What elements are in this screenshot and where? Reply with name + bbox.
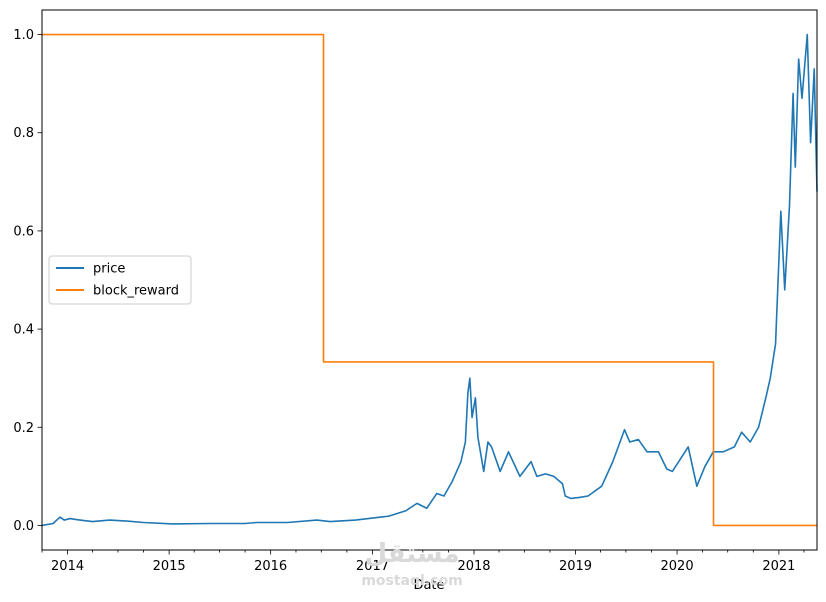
legend-label-price: price <box>93 262 125 277</box>
watermark-latin: mostaql.com <box>361 573 462 589</box>
y-tick-label: 0.8 <box>13 126 34 141</box>
y-tick-label: 0.6 <box>13 224 34 239</box>
series-line-block-reward <box>42 33 817 527</box>
plot-frame <box>41 9 818 551</box>
x-tick-label: 2017 <box>356 559 389 574</box>
legend-box <box>48 255 192 305</box>
series-line-price <box>41 33 818 527</box>
y-axis: 0.0 0.2 0.4 0.6 0.8 1.0 <box>13 28 42 534</box>
x-tick-label: 2014 <box>51 559 84 574</box>
x-tick-label: 2020 <box>661 559 694 574</box>
y-tick-label: 0.4 <box>13 323 34 338</box>
x-tick-label: 2018 <box>457 559 490 574</box>
x-tick-label: 2021 <box>762 559 795 574</box>
legend-label-block-reward: block_reward <box>93 284 179 299</box>
legend: price block_reward <box>48 255 192 305</box>
watermark-arabic: مستقل <box>364 539 459 569</box>
y-tick-label: 1.0 <box>13 28 34 43</box>
y-tick-label: 0.2 <box>13 421 34 436</box>
y-tick-label: 0.0 <box>13 519 34 534</box>
x-tick-label: 2019 <box>559 559 592 574</box>
x-tick-label: 2016 <box>254 559 287 574</box>
plot-series <box>41 33 818 527</box>
x-tick-label: 2015 <box>153 559 186 574</box>
x-axis: 2014 2015 2016 2017 2018 2019 2020 2021 <box>41 550 805 574</box>
x-axis-title: Date <box>413 578 444 593</box>
